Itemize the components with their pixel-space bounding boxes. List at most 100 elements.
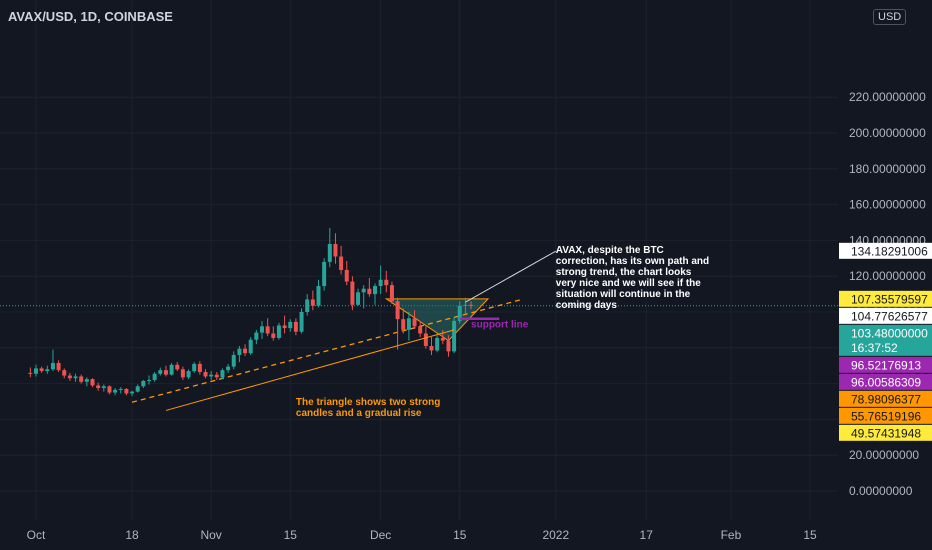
x-tick-label: 15	[803, 528, 817, 542]
x-tick-label: Dec	[370, 528, 391, 542]
x-tick-label: Feb	[721, 528, 742, 542]
candle-body	[305, 299, 310, 312]
x-tick-label: 17	[640, 528, 654, 542]
avax-note-line: very nice and we will see if the	[556, 278, 701, 289]
candle-body	[73, 376, 78, 379]
candle-body	[322, 261, 327, 287]
x-tick-label: Oct	[27, 528, 46, 542]
candlestick-series	[28, 227, 474, 397]
candle-body	[209, 374, 214, 377]
candle-body	[147, 380, 151, 382]
candle-body	[135, 386, 140, 392]
candle-body	[389, 285, 394, 302]
price-tag-value: 134.18291006	[851, 244, 928, 258]
candle-body	[243, 348, 248, 354]
candle-body	[423, 333, 428, 347]
candle-body	[395, 301, 400, 320]
price-tag: 96.52176913	[839, 356, 932, 373]
candle-body	[113, 389, 118, 393]
candle-body	[406, 318, 411, 330]
candle-body	[356, 292, 361, 305]
y-tick-label: 180.00000000	[849, 162, 926, 176]
candle-body	[45, 369, 50, 372]
chart-annotations: support line The triangle shows two stron…	[165, 245, 709, 419]
candle-body	[310, 299, 315, 306]
y-tick-label: 120.00000000	[849, 269, 926, 283]
candle-body	[440, 337, 445, 341]
candle-body	[429, 346, 434, 351]
candle-body	[316, 286, 321, 306]
candle-body	[373, 286, 377, 295]
currency-button[interactable]: USD	[873, 9, 907, 25]
candle-body	[107, 386, 112, 393]
candle-body	[192, 363, 197, 372]
price-tag-bg	[839, 242, 932, 259]
candle-body	[214, 374, 219, 378]
candle-body	[361, 288, 366, 293]
candle-body	[463, 304, 468, 306]
price-tag-bg	[839, 407, 932, 424]
y-tick-label: 200.00000000	[849, 126, 926, 140]
price-tag: 104.77626577	[839, 307, 932, 324]
x-tick-label: 15	[453, 528, 467, 542]
candle-body	[141, 380, 146, 387]
candle-body	[118, 388, 123, 390]
candle-body	[90, 379, 95, 386]
callout-line-avax	[465, 250, 557, 303]
candle-body	[418, 326, 423, 334]
candle-body	[327, 243, 332, 262]
avax-note-line: strong trend, the chart looks	[556, 267, 692, 278]
price-tag-value: 103.48000000	[851, 326, 928, 340]
candle-body	[39, 368, 44, 372]
price-tags: 134.18291006107.35579597104.77626577103.…	[839, 242, 932, 441]
candle-body	[130, 391, 135, 394]
candle-body	[101, 386, 106, 389]
time-axis[interactable]: Oct 18 Nov 15 Dec 15 2022 17 Feb 15	[27, 528, 817, 542]
symbol-title[interactable]: AVAX/USD, 1D, COINBASE	[8, 9, 173, 24]
candle-body	[384, 279, 389, 286]
price-tag-value: 107.35579597	[851, 292, 928, 306]
candle-body	[282, 325, 287, 329]
candle-body	[271, 333, 276, 338]
candle-body	[339, 256, 344, 270]
candle-body	[412, 318, 417, 327]
price-tag-value: 96.00586309	[851, 375, 921, 389]
candle-body	[378, 279, 383, 287]
price-tag-bg	[839, 390, 932, 407]
triangle-note-line: candles and a gradual rise	[296, 408, 422, 419]
candle-body	[265, 326, 270, 334]
trend-line-dashed	[131, 298, 523, 403]
avax-note-line: coming days	[556, 300, 618, 311]
candle-body	[158, 370, 163, 374]
candle-body	[350, 281, 355, 305]
y-tick-label: 20.00000000	[849, 448, 919, 462]
candle-body	[50, 363, 55, 370]
candle-body	[237, 348, 242, 355]
candle-body	[293, 321, 298, 332]
chart-drawings	[131, 298, 523, 403]
candle-body	[446, 340, 451, 352]
candle-body	[84, 379, 89, 382]
candle-body	[96, 385, 101, 389]
candle-body	[124, 388, 129, 394]
candle-body	[62, 370, 67, 376]
price-tag-bg	[839, 373, 932, 390]
price-tag-value: 49.57431948	[851, 426, 921, 440]
price-tag: 55.76519196	[839, 407, 932, 424]
price-tag: 96.00586309	[839, 373, 932, 390]
x-tick-label: 15	[284, 528, 298, 542]
avax-note-line: situation will continue in the	[556, 289, 691, 300]
candle-body	[333, 243, 338, 257]
candle-body	[163, 370, 168, 375]
candle-body	[152, 373, 157, 381]
candle-body	[344, 269, 349, 282]
candle-body	[452, 320, 457, 352]
candle-body	[299, 312, 304, 332]
price-tag: 134.18291006	[839, 242, 932, 259]
candle-body	[276, 325, 281, 338]
candle-body	[401, 319, 406, 330]
candle-body	[67, 375, 72, 379]
candle-body	[180, 369, 185, 378]
